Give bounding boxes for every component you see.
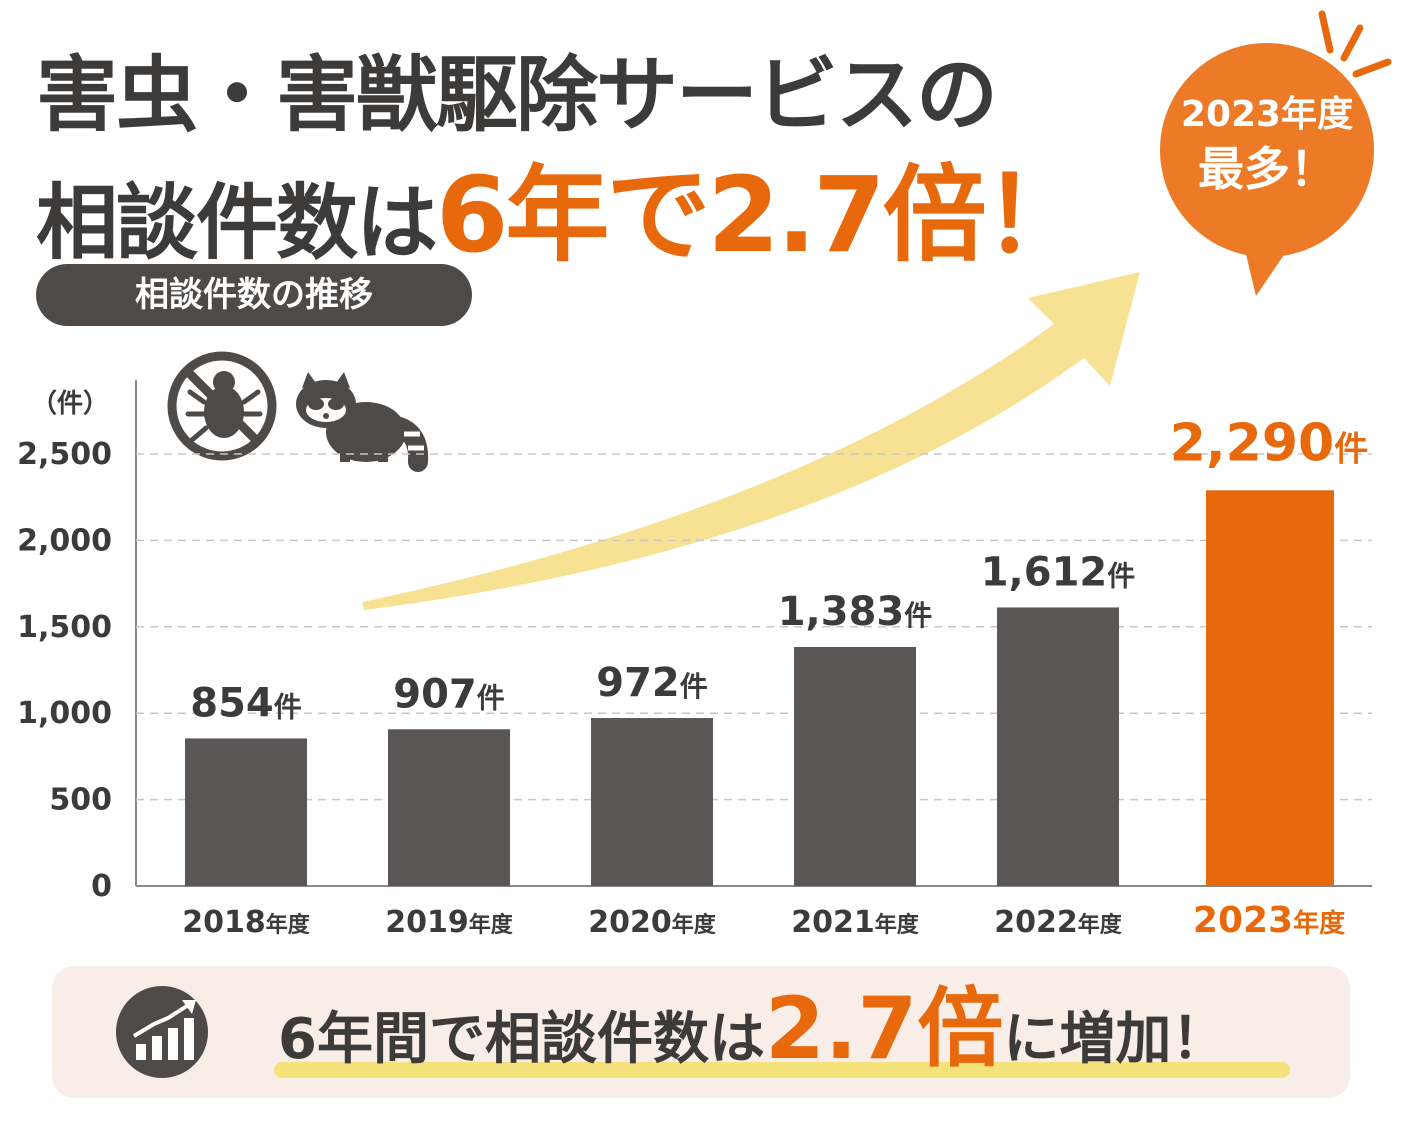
headline-accent: 6年で2.7倍！ [436,154,1088,276]
data-label: 1,383件 [778,589,933,635]
y-tick-label: 2,500 [17,437,112,472]
bar-chart: 0 500 1,000 1,500 2,000 2,500 854件 2018年度 907件 20… [17,10,1392,941]
y-tick-label: 1,000 [17,696,112,731]
data-label: 2,290件 [1170,413,1368,473]
bar-2021年度 [794,647,916,886]
y-tick-label: 500 [49,783,112,818]
data-label: 854件 [190,680,302,726]
footer-highlight-underline [274,1062,1290,1078]
y-tick-label: 1,500 [17,610,112,645]
footer-banner: 6年間で相談件数は2.7倍に増加！ [52,966,1350,1098]
y-tick-label: 0 [91,869,112,904]
x-tick-label: 2021年度 [791,905,920,940]
headline-line1: 害虫・害獣駆除サービスの [36,48,998,143]
data-label: 907件 [393,671,505,717]
bar-2020年度 [591,718,713,886]
trend-arrow-icon [362,272,1140,610]
chart-subtitle-pill: 相談件数の推移 [36,264,472,326]
bubble-line1: 2023年度 [1180,94,1354,135]
headline-prefix: 相談件数は [36,176,438,271]
bar-2022年度 [997,607,1119,886]
footer-accent: 2.7倍 [764,979,1004,1079]
bar-chart-growth-icon [116,986,208,1078]
bubble-line2: 最多！ [1198,142,1336,196]
speech-bubble [1160,43,1374,296]
no-bug-icon [167,351,277,461]
bar-2023年度 [1206,490,1334,886]
y-tick-label: 2,000 [17,523,112,558]
headline-line2: 相談件数は6年で2.7倍！ [36,130,1088,281]
x-tick-label: 2022年度 [994,905,1123,940]
raccoon-icon [296,372,429,472]
footer-text: 6年間で相談件数は2.7倍に増加！ [278,974,1227,1095]
footer-prefix: 6年間で相談件数は [278,1007,765,1072]
bar-2018年度 [185,738,307,886]
data-label: 972件 [596,660,708,706]
footer-suffix: に増加！ [1003,1007,1228,1072]
y-axis-unit: （件） [31,389,109,419]
x-tick-label: 2018年度 [182,905,311,940]
bar-2019年度 [388,729,510,886]
x-tick-label: 2023年度 [1193,900,1345,941]
bubble-text: 2023年度 最多！ [1157,92,1377,200]
x-tick-label: 2020年度 [588,905,717,940]
x-tick-label: 2019年度 [385,905,514,940]
sunburst-lines-icon [1318,10,1392,78]
data-label: 1,612件 [981,549,1136,595]
